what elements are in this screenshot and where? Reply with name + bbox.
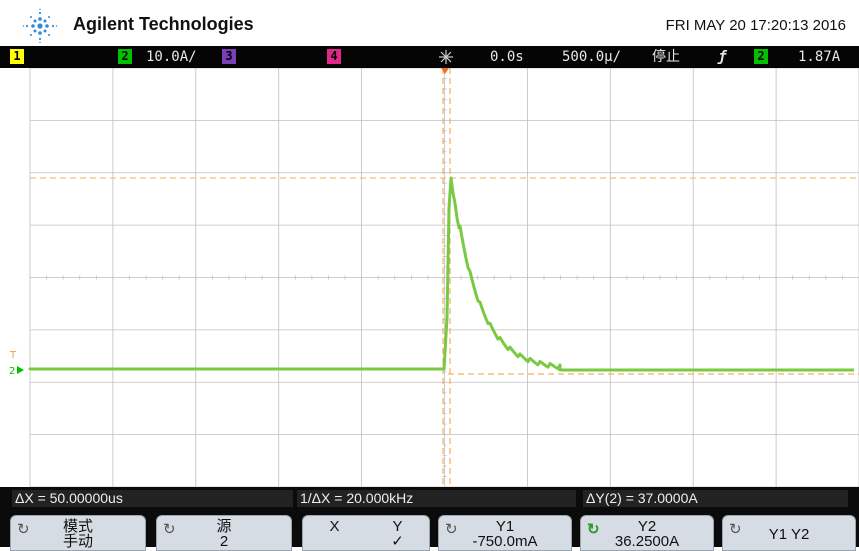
waveform-display[interactable]: T 2 bbox=[0, 68, 859, 487]
datetime: FRI MAY 20 17:20:13 2016 bbox=[665, 17, 846, 34]
rising-edge-icon: ƒ bbox=[718, 49, 727, 65]
softkey-y1-y2-label: Y1 Y2 bbox=[768, 526, 810, 543]
agilent-spark-icon bbox=[22, 8, 58, 44]
rotate-knob-active-icon: ↻ bbox=[587, 521, 600, 538]
trigger-position: 0.0s bbox=[490, 49, 524, 65]
softkey-source-label: 源 bbox=[216, 518, 232, 535]
trigger-source-indicator: 2 bbox=[754, 49, 768, 64]
ground-arrow-icon bbox=[17, 366, 24, 374]
softkey-xy-select[interactable]: X Y ✓ bbox=[302, 515, 430, 551]
checkmark-icon: ✓ bbox=[391, 533, 404, 550]
softkey-y1[interactable]: ↻ Y1 -750.0mA bbox=[438, 515, 572, 551]
trigger-position-marker bbox=[441, 68, 449, 74]
trigger-level: 1.87A bbox=[798, 49, 841, 65]
softkey-y2-label: Y2 bbox=[637, 518, 657, 535]
brand-name: Agilent Technologies bbox=[73, 14, 254, 34]
softkey-y2[interactable]: ↻ Y2 36.2500A bbox=[580, 515, 714, 551]
softkey-mode-value: 手动 bbox=[62, 533, 93, 550]
softkey-y-label: Y bbox=[392, 518, 403, 535]
softkey-source[interactable]: ↻ 源 2 bbox=[156, 515, 292, 551]
softkey-y1-value: -750.0mA bbox=[472, 533, 538, 550]
softkey-mode[interactable]: ↻ 模式 手动 bbox=[10, 515, 146, 551]
rotate-knob-icon: ↻ bbox=[445, 521, 458, 538]
rotate-knob-icon: ↻ bbox=[17, 521, 30, 538]
status-bar: 1 2 10.0A/ 3 4 0.0s 500.0µ/ 停止 ƒ 2 1.87A bbox=[0, 46, 859, 68]
channel-3-indicator[interactable]: 3 bbox=[222, 49, 236, 64]
channel-2-scale: 10.0A/ bbox=[146, 49, 197, 65]
channel-1-indicator[interactable]: 1 bbox=[10, 49, 24, 64]
softkey-x-label: X bbox=[329, 518, 340, 535]
softkey-mode-label: 模式 bbox=[62, 518, 93, 535]
channel-2-indicator[interactable]: 2 bbox=[118, 49, 132, 64]
softkey-y1-label: Y1 bbox=[495, 518, 515, 535]
waveform-graticule: T 2 bbox=[9, 68, 859, 487]
channel-4-indicator[interactable]: 4 bbox=[327, 49, 341, 64]
run-state: 停止 bbox=[652, 49, 680, 65]
delta-x-readout: ΔX = 50.00000us bbox=[12, 490, 293, 507]
inverse-delta-x-readout: 1/ΔX = 20.000kHz bbox=[297, 490, 576, 507]
trigger-level-marker: T bbox=[9, 350, 17, 361]
title-bar: Agilent Technologies FRI MAY 20 17:20:13… bbox=[0, 0, 859, 46]
delta-y-readout: ΔY(2) = 37.0000A bbox=[583, 490, 848, 507]
timebase-scale: 500.0µ/ bbox=[562, 49, 622, 65]
rotate-knob-icon: ↻ bbox=[163, 521, 176, 538]
softkey-y1-y2[interactable]: ↻ Y1 Y2 bbox=[722, 515, 856, 551]
softkey-y2-value: 36.2500A bbox=[614, 533, 680, 550]
trigger-spark-icon bbox=[439, 50, 453, 64]
rotate-knob-icon: ↻ bbox=[729, 521, 742, 538]
measurement-bar: ΔX = 50.00000us 1/ΔX = 20.000kHz ΔY(2) =… bbox=[0, 487, 859, 509]
softkey-bar: ↻ 模式 手动 ↻ 源 2 X Y ✓ ↻ Y1 -750.0mA ↻ Y2 3… bbox=[0, 509, 859, 551]
ground-level-marker: 2 bbox=[9, 366, 15, 377]
softkey-source-value: 2 bbox=[219, 533, 229, 550]
channel-2-waveform bbox=[28, 176, 854, 372]
